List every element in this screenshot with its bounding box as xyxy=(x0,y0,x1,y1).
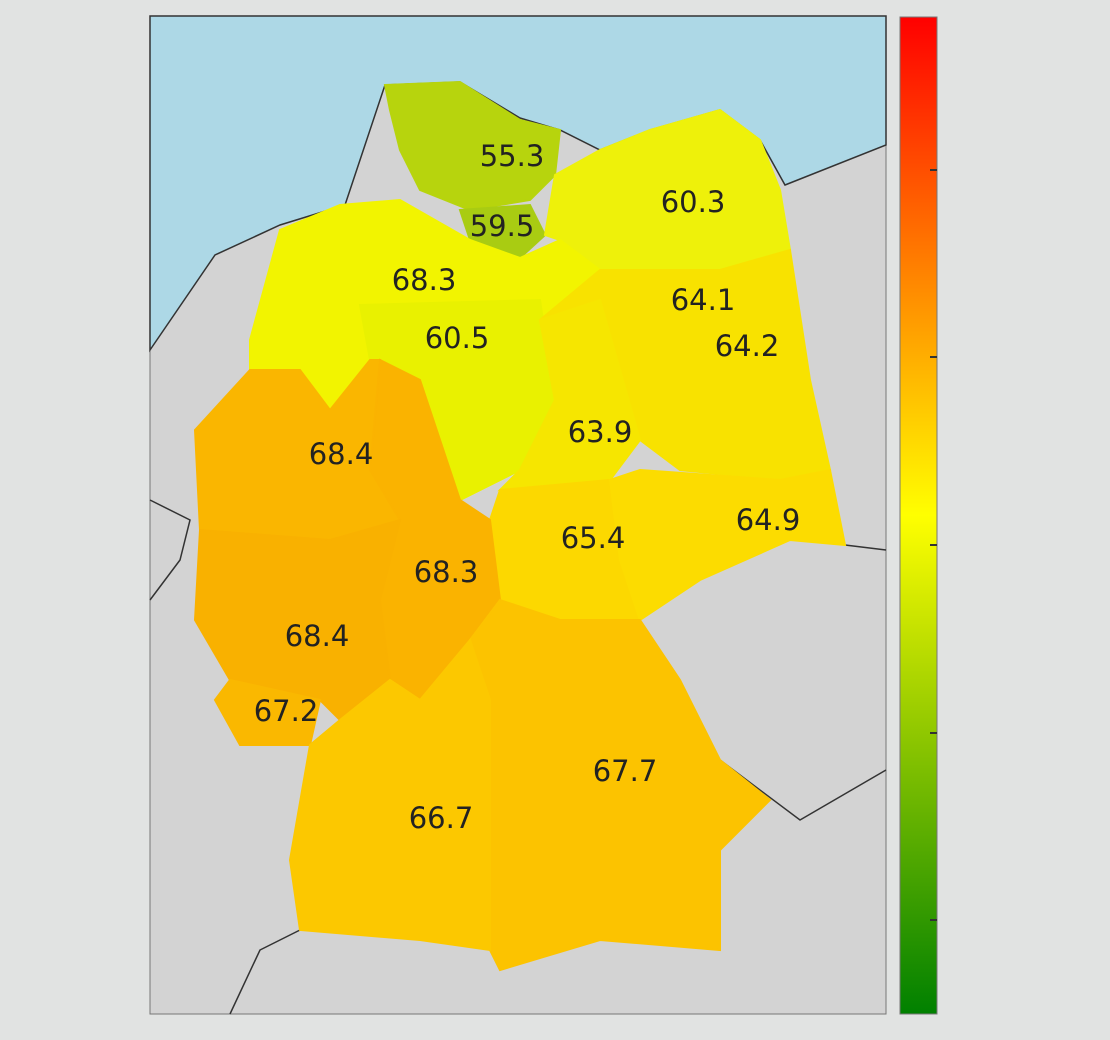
region-value: 66.7 xyxy=(409,801,474,835)
region-value: 68.3 xyxy=(414,555,479,589)
regions xyxy=(193,80,847,972)
region-value: 63.9 xyxy=(568,415,633,449)
border xyxy=(229,929,301,1015)
region-value: 55.3 xyxy=(480,139,545,173)
colorbar-ticks xyxy=(930,169,937,921)
region xyxy=(383,80,562,212)
region xyxy=(288,637,491,952)
region-value: 68.3 xyxy=(392,263,457,297)
labels: 55.3 59.5 60.3 68.3 60.5 64.1 64.2 68.4 63.9 65.4… xyxy=(254,139,801,835)
region-value: 64.1 xyxy=(671,283,736,317)
colorbar xyxy=(899,16,938,1015)
region-value: 67.7 xyxy=(593,754,658,788)
region-value: 64.2 xyxy=(715,329,780,363)
region xyxy=(608,468,847,622)
region xyxy=(543,108,792,271)
border xyxy=(719,759,887,821)
region-value: 68.4 xyxy=(309,437,374,471)
border xyxy=(844,544,887,551)
region-value: 60.3 xyxy=(661,185,726,219)
region-value: 64.9 xyxy=(736,503,801,537)
region xyxy=(458,203,547,260)
region-value: 65.4 xyxy=(561,521,626,555)
region xyxy=(213,678,322,746)
region-value: 67.2 xyxy=(254,694,319,728)
region-value: 59.5 xyxy=(470,209,535,243)
border xyxy=(149,499,191,601)
region-value: 60.5 xyxy=(425,321,490,355)
region-value: 68.4 xyxy=(285,619,350,653)
region xyxy=(468,598,772,972)
